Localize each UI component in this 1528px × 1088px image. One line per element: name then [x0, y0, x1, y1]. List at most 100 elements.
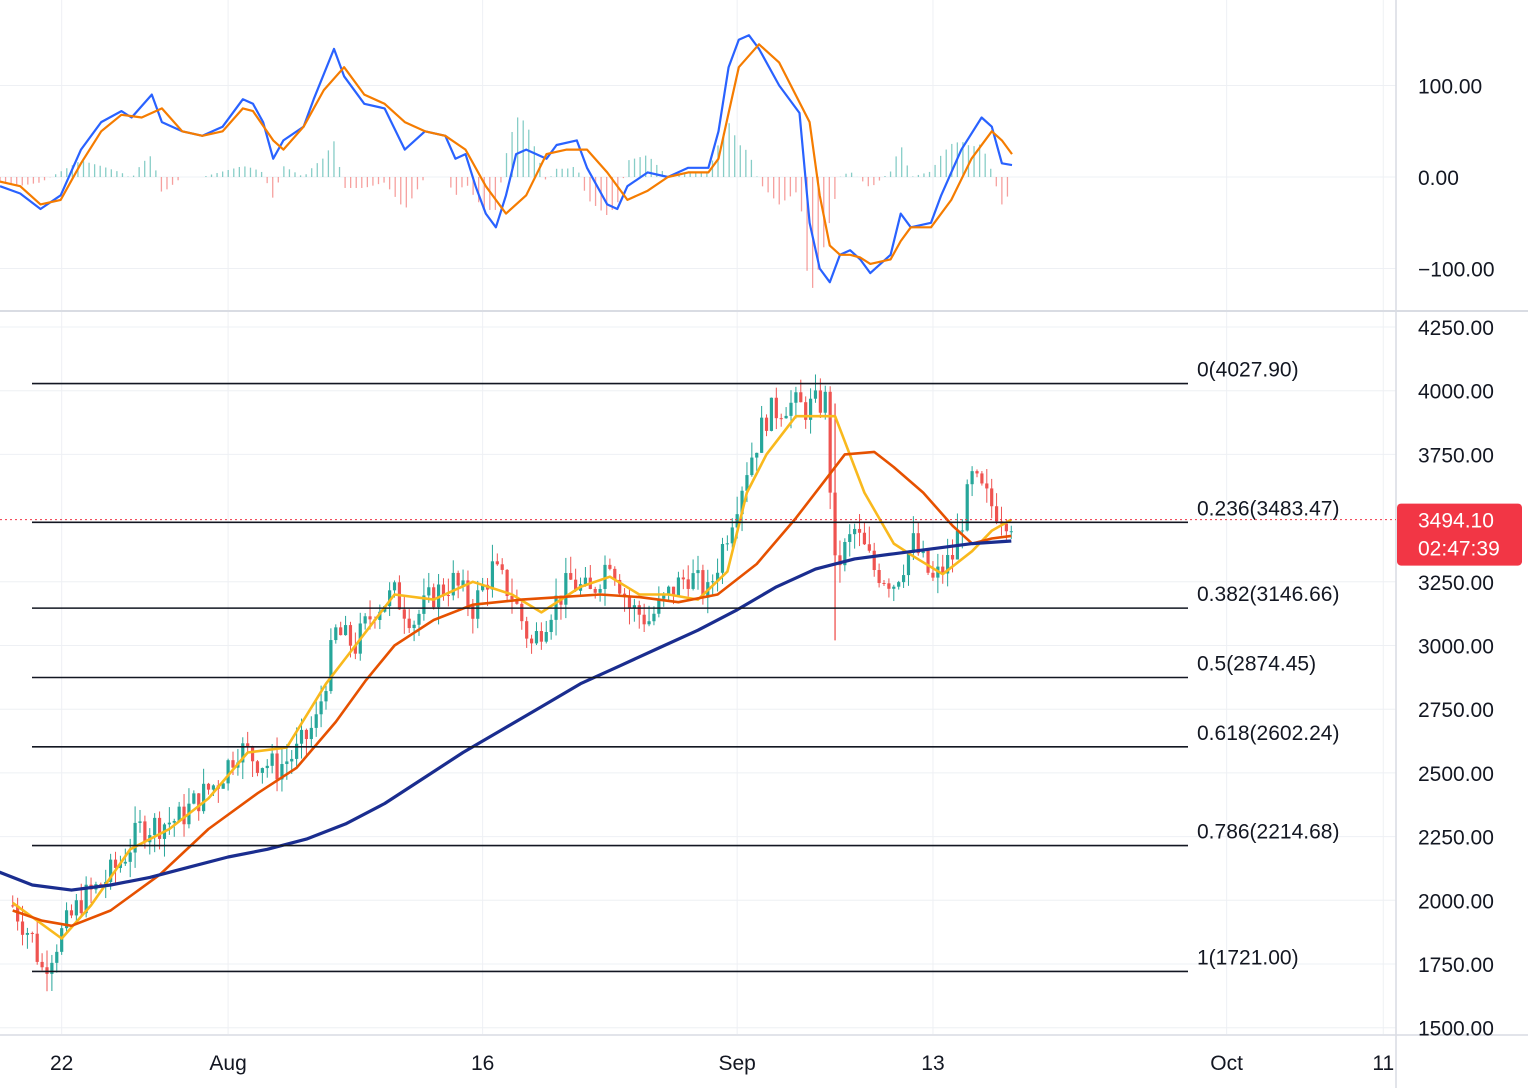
price-tick-label: 2250.00 — [1418, 827, 1494, 850]
time-tick-label: 22 — [50, 1052, 73, 1075]
candle-up — [564, 573, 568, 605]
candle-down — [79, 900, 83, 914]
price-tick-label: 2500.00 — [1418, 763, 1494, 786]
candle-down — [348, 625, 353, 646]
candle-down — [779, 418, 783, 420]
candle-down — [574, 579, 578, 591]
oscillator-signal-line — [0, 43, 1013, 265]
candle-down — [500, 564, 504, 570]
candle-down — [113, 859, 118, 868]
candle-up — [334, 627, 338, 641]
fib-level-label: 0.236(3483.47) — [1197, 497, 1339, 520]
candle-up — [691, 573, 695, 589]
price-tick-label: 4000.00 — [1418, 381, 1494, 404]
price-tick-label: 2000.00 — [1418, 890, 1494, 913]
candle-down — [686, 579, 690, 589]
candle-up — [647, 621, 651, 625]
candle-up — [417, 613, 421, 625]
price-tick-label: 4250.00 — [1418, 317, 1494, 340]
candle-up — [760, 417, 764, 453]
candle-up — [490, 561, 495, 590]
candle-up — [750, 457, 754, 476]
oscillator-tick-label: 100.00 — [1418, 76, 1482, 99]
candle-down — [941, 566, 945, 574]
time-tick-label: 11 — [1372, 1052, 1394, 1075]
candle-down — [446, 595, 450, 597]
current-price-badge: 3494.10 02:47:39 — [1397, 503, 1522, 566]
candle-up — [412, 624, 416, 629]
candle-up — [265, 765, 269, 769]
candle-down — [882, 582, 886, 584]
time-tick-label: Aug — [209, 1052, 246, 1075]
candle-down — [339, 627, 343, 636]
candle-down — [872, 550, 876, 571]
candle-down — [994, 506, 999, 522]
candle-up — [481, 584, 485, 591]
candle-up — [314, 714, 318, 728]
candle-up — [823, 391, 827, 413]
candle-up — [427, 587, 431, 596]
candle-down — [618, 579, 622, 594]
candle-up — [392, 582, 397, 591]
candle-up — [290, 758, 294, 762]
moving-average-slow — [0, 539, 1012, 892]
candle-down — [157, 817, 162, 839]
candle-up — [755, 452, 759, 458]
candle-down — [471, 605, 475, 619]
candle-down — [407, 618, 411, 629]
candle-up — [461, 580, 465, 586]
candle-up — [696, 570, 700, 574]
candle-down — [867, 544, 871, 551]
candle-up — [970, 471, 974, 485]
candle-up — [853, 528, 857, 535]
candle-up — [730, 527, 734, 544]
candle-down — [35, 933, 39, 962]
candle-up — [745, 475, 749, 491]
candle-down — [985, 483, 989, 489]
candle-down — [529, 638, 534, 644]
candle-up — [329, 640, 333, 692]
candle-up — [789, 402, 793, 416]
candle-up — [270, 753, 274, 766]
candle-up — [60, 928, 64, 952]
candle-down — [69, 910, 74, 916]
candle-up — [363, 616, 367, 624]
candle-up — [965, 484, 969, 531]
time-tick-label: 16 — [471, 1052, 494, 1075]
candle-up — [892, 586, 896, 589]
candle-down — [11, 905, 15, 907]
candle-up — [1009, 531, 1013, 533]
price-tick-label: 3000.00 — [1418, 636, 1494, 659]
candle-down — [304, 729, 309, 740]
candle-down — [505, 569, 509, 597]
candle-up — [843, 541, 847, 566]
current-price-label: 3494.10 — [1418, 510, 1494, 533]
candle-down — [637, 605, 641, 615]
candle-up — [167, 822, 171, 825]
oscillator-tick-label: −100.00 — [1418, 259, 1495, 282]
candle-down — [950, 554, 955, 560]
candle-down — [877, 570, 881, 583]
moving-average-lines — [0, 414, 1012, 940]
candle-down — [931, 572, 935, 578]
candle-up — [534, 631, 539, 644]
candle-up — [138, 821, 142, 823]
price-tick-label: 1500.00 — [1418, 1018, 1494, 1041]
candle-up — [123, 861, 127, 864]
candle-down — [520, 603, 524, 622]
candle-down — [182, 806, 186, 825]
oscillator-lines — [0, 34, 1013, 284]
candle-down — [30, 932, 34, 934]
candle-down — [608, 564, 612, 569]
candle-up — [388, 590, 392, 607]
candle-up — [295, 743, 299, 759]
candle-up — [319, 701, 323, 715]
candle-down — [231, 760, 235, 768]
candle-down — [510, 596, 514, 600]
candle-down — [40, 961, 44, 968]
candle-down — [466, 580, 470, 606]
candle-down — [838, 555, 842, 566]
candle-up — [784, 415, 788, 419]
candle-up — [64, 910, 69, 929]
candle-down — [828, 391, 832, 493]
